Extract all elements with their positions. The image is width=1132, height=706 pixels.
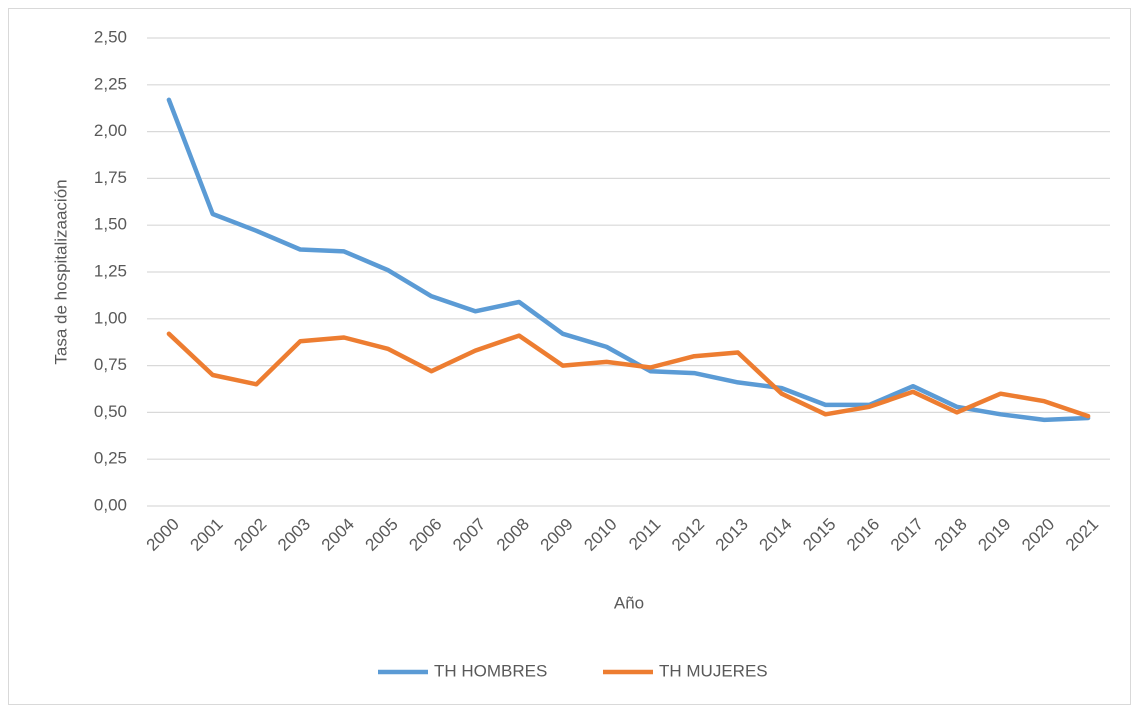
legend-label: TH MUJERES [659,661,768,680]
line-series [166,331,1091,419]
y-tick-label: 0,50 [94,402,127,421]
line-series [166,97,1091,423]
y-tick-label: 2,25 [94,74,127,93]
legend-label: TH HOMBRES [434,661,547,680]
y-axis-title: Tasa de hospitalizaación [51,179,70,364]
y-tick-label: 0,75 [94,355,127,374]
y-tick-label: 2,00 [94,121,127,140]
y-tick-label: 0,00 [94,495,127,514]
chart-frame [8,8,1131,705]
y-tick-label: 1,75 [94,168,127,187]
y-tick-label: 0,25 [94,449,127,468]
x-axis-title: Año [614,593,644,612]
y-tick-label: 1,00 [94,308,127,327]
y-tick-label: 1,25 [94,261,127,280]
y-tick-label: 2,50 [94,27,127,46]
y-tick-label: 1,50 [94,215,127,234]
